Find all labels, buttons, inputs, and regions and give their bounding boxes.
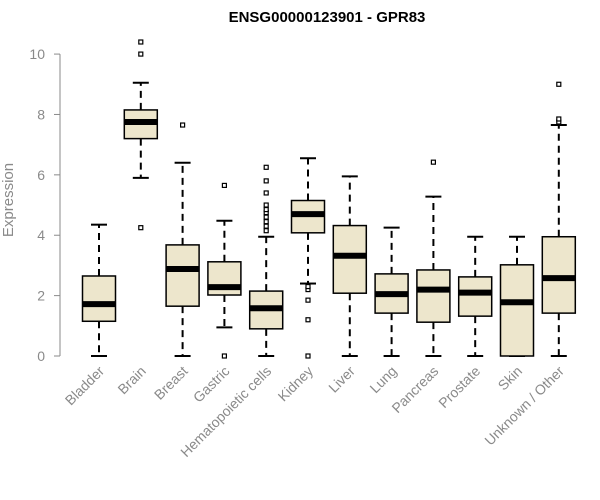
box-iqr — [165, 244, 200, 307]
y-tick-label: 6 — [37, 167, 45, 183]
x-category-label: Bladder — [62, 363, 108, 409]
box-group — [499, 235, 535, 357]
outlier-point — [305, 317, 311, 323]
box-iqr — [81, 275, 117, 323]
box-group — [248, 164, 284, 357]
box-group — [332, 175, 368, 357]
outlier-point — [138, 51, 144, 57]
outlier-point — [221, 353, 227, 359]
box-iqr — [457, 276, 493, 317]
box-group — [416, 159, 451, 357]
y-tick-label: 10 — [29, 46, 45, 62]
y-tick-label: 2 — [37, 288, 45, 304]
box-group — [290, 157, 326, 359]
outlier-point — [263, 228, 269, 234]
box-series — [81, 39, 577, 359]
y-tick-label: 0 — [37, 348, 45, 364]
box-group — [81, 223, 117, 357]
box-group — [457, 235, 493, 357]
x-category-label: Liver — [325, 363, 358, 396]
box-iqr — [416, 269, 451, 323]
box-iqr — [541, 235, 577, 314]
outlier-point — [305, 353, 311, 359]
outlier-point — [305, 297, 311, 303]
box-iqr — [499, 264, 535, 357]
outlier-point — [263, 202, 269, 208]
outlier-point — [263, 164, 269, 170]
box-group — [541, 81, 577, 357]
x-category-label: Lung — [366, 363, 399, 396]
outlier-point — [263, 178, 269, 184]
outlier-point — [556, 116, 562, 122]
outlier-point — [263, 219, 269, 225]
outlier-point — [180, 122, 186, 128]
outlier-point — [305, 283, 311, 290]
outlier-point — [430, 159, 436, 165]
outlier-point — [263, 190, 269, 196]
outlier-point — [263, 206, 269, 213]
x-category-label: Skin — [495, 363, 526, 394]
outlier-point — [556, 81, 562, 87]
box-group — [165, 122, 200, 357]
box-group — [207, 182, 242, 359]
outlier-point — [263, 214, 269, 220]
chart-title: ENSG00000123901 - GPR83 — [229, 9, 426, 26]
y-axis: 0 2 4 6 8 10 — [29, 46, 61, 364]
outlier-point — [263, 223, 269, 229]
x-category-label: Brain — [114, 363, 148, 397]
outlier-point — [138, 39, 144, 45]
y-tick-label: 4 — [37, 227, 45, 243]
x-category-label: Prostate — [435, 363, 483, 411]
outlier-point — [138, 225, 144, 231]
x-category-label: Breast — [151, 363, 191, 403]
box-group — [374, 226, 409, 357]
box-iqr — [332, 224, 368, 294]
x-category-label: Unknown / Other — [481, 363, 567, 449]
box-group — [123, 39, 159, 231]
y-tick-label: 8 — [37, 106, 45, 122]
outlier-point — [221, 182, 227, 189]
y-axis-label: Expression — [0, 163, 17, 237]
x-category-label: Kidney — [275, 363, 317, 405]
